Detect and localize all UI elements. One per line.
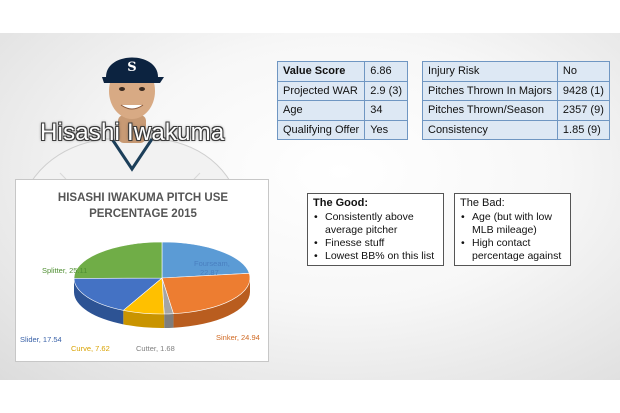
- stat-value: Yes: [364, 119, 409, 140]
- svg-text:S: S: [127, 60, 136, 75]
- table-row: Qualifying Offer Yes: [276, 119, 409, 140]
- the-bad-title: The Bad:: [460, 197, 505, 209]
- table-row: Injury Risk No: [422, 61, 610, 82]
- table-row: Pitches Thrown/Season 2357 (9): [422, 100, 610, 121]
- pie-slice-slider: [73, 277, 163, 311]
- stat-label: Pitches Thrown In Majors: [422, 80, 558, 101]
- the-good-list: Consistently above average pitcher Fines…: [313, 211, 438, 263]
- table-row: Consistency 1.85 (9): [422, 119, 610, 140]
- the-good-title: The Good:: [313, 197, 368, 209]
- pie-slice-splitter: [73, 241, 163, 279]
- pie-slice-side: [164, 313, 174, 328]
- stat-value: 6.86: [364, 61, 409, 82]
- stat-value: 2.9 (3): [364, 80, 409, 101]
- stat-value: 34: [364, 100, 409, 121]
- pie-chart: Fourseam, 22.87 Sinker, 24.94 Cutter, 1.68 C…: [20, 241, 260, 353]
- player-name: Hisashi Iwakuma: [40, 119, 225, 146]
- pie-top: [73, 241, 251, 315]
- chart-title: HISASHI IWAKUMA PITCH USE PERCENTAGE 201…: [16, 190, 270, 222]
- pie-data-label: Sinker, 24.94: [216, 333, 260, 342]
- pie-data-label: Cutter, 1.68: [136, 344, 175, 353]
- stat-value: 9428 (1): [556, 80, 610, 101]
- chart-title-line: PERCENTAGE 2015: [89, 208, 197, 220]
- stat-label: Projected WAR: [276, 80, 366, 101]
- top-band: [0, 25, 620, 33]
- list-item: Consistently above average pitcher: [313, 211, 438, 237]
- pie-sides: [74, 278, 250, 328]
- stat-label: Age: [276, 100, 366, 121]
- pitch-use-chart: HISASHI IWAKUMA PITCH USE PERCENTAGE 201…: [15, 179, 269, 362]
- stats-table-left: Value Score 6.86 Projected WAR 2.9 (3) A…: [276, 61, 409, 140]
- list-item: Lowest BB% on this list: [313, 250, 438, 263]
- the-good-box: The Good: Consistently above average pit…: [307, 193, 444, 266]
- chart-title-line: HISASHI IWAKUMA PITCH USE: [57, 192, 229, 204]
- table-row: Pitches Thrown In Majors 9428 (1): [422, 80, 610, 101]
- stat-value: No: [556, 61, 610, 82]
- stat-label: Value Score: [276, 61, 366, 82]
- pie-slice-sinker: [161, 273, 251, 315]
- the-bad-list: Age (but with low MLB mileage) High cont…: [460, 211, 565, 263]
- stat-label: Consistency: [422, 119, 558, 140]
- stat-value: 2357 (9): [556, 100, 610, 121]
- table-row: Projected WAR 2.9 (3): [276, 80, 409, 101]
- pie-slice-side: [74, 278, 124, 325]
- list-item: Age (but with low MLB mileage): [460, 211, 565, 237]
- bottom-band: [0, 380, 620, 388]
- stat-value: 1.85 (9): [556, 119, 610, 140]
- list-item: Finesse stuff: [313, 237, 438, 250]
- stat-label: Injury Risk: [422, 61, 558, 82]
- stat-label: Pitches Thrown/Season: [422, 100, 558, 121]
- presentation-slide: S Hisashi Iwakuma Value Score 6.86 Proje…: [0, 33, 620, 380]
- pie-data-label: Fourseam, 22.87: [194, 259, 230, 277]
- table-row: Value Score 6.86: [276, 61, 409, 82]
- pie-slice-fourseam: [161, 241, 250, 279]
- table-row: Age 34: [276, 100, 409, 121]
- pie-slice-side: [123, 310, 165, 328]
- pie-data-label: Slider, 17.54: [20, 335, 62, 344]
- stat-label: Qualifying Offer: [276, 119, 366, 140]
- pie-data-label: Splitter, 25.11: [42, 266, 87, 275]
- stats-table-right: Injury Risk No Pitches Thrown In Majors …: [422, 61, 610, 140]
- list-item: High contact percentage against: [460, 237, 565, 263]
- pie-data-label: Curve, 7.62: [71, 344, 110, 353]
- the-bad-box: The Bad: Age (but with low MLB mileage) …: [454, 193, 571, 266]
- pie-slice-side: [173, 278, 250, 328]
